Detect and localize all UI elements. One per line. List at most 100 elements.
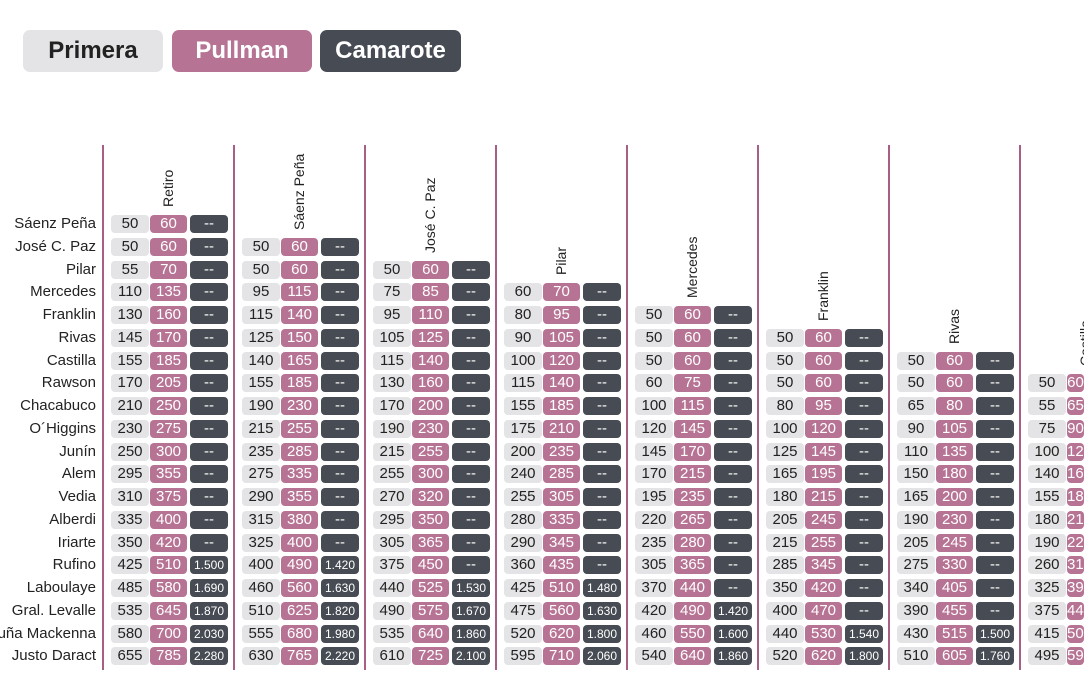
- fare-pullman: 355: [150, 465, 187, 484]
- station-label: Alberdi: [49, 510, 96, 528]
- fare-primera: 630: [242, 647, 280, 666]
- fare-primera: 510: [897, 647, 935, 666]
- fare-pullman: 310: [1067, 556, 1084, 575]
- fare-camarote: 1.420: [714, 601, 752, 620]
- fare-camarote: --: [976, 556, 1014, 575]
- fare-pullman: 95: [543, 306, 580, 324]
- fare-primera: 140: [1028, 465, 1066, 484]
- fare-camarote: --: [452, 306, 490, 324]
- fare-primera: 215: [373, 442, 411, 461]
- fare-camarote: --: [714, 306, 752, 324]
- fare-primera: 415: [1028, 624, 1066, 643]
- station-label: Iriarte: [57, 533, 96, 551]
- fare-pullman: 350: [412, 510, 449, 529]
- fare-camarote: --: [714, 419, 752, 438]
- fare-pullman: 490: [674, 601, 711, 620]
- fare-pullman: 140: [543, 374, 580, 393]
- fare-pullman: 640: [412, 624, 449, 643]
- fare-pullman: 185: [150, 351, 187, 370]
- fare-pullman: 335: [281, 465, 318, 484]
- fare-pullman: 120: [805, 419, 842, 438]
- fare-primera: 75: [373, 283, 411, 302]
- fare-camarote: --: [583, 374, 621, 393]
- fare-primera: 610: [373, 647, 411, 666]
- fare-primera: 290: [504, 533, 542, 552]
- fare-pullman: 560: [281, 579, 318, 597]
- fare-primera: 220: [635, 510, 673, 529]
- fare-pullman: 285: [281, 442, 318, 461]
- legend-pullman-button[interactable]: Pullman: [172, 30, 312, 72]
- fare-pullman: 305: [543, 488, 580, 506]
- fare-pullman: 115: [674, 397, 711, 415]
- fare-pullman: 235: [674, 488, 711, 506]
- station-label: Rawson: [41, 374, 96, 392]
- fare-camarote: --: [583, 556, 621, 575]
- fare-pullman: 60: [674, 351, 711, 370]
- fare-pullman: 550: [674, 624, 711, 643]
- fare-primera: 205: [766, 510, 804, 529]
- station-label: Vedia: [58, 488, 96, 505]
- fare-primera: 150: [897, 465, 935, 484]
- fare-primera: 520: [504, 624, 542, 643]
- fare-primera: 215: [242, 419, 280, 438]
- fare-camarote: --: [583, 419, 621, 438]
- fare-primera: 145: [635, 442, 673, 461]
- fare-camarote: --: [190, 442, 228, 461]
- fare-pullman: 205: [150, 374, 187, 393]
- fare-camarote: 1.630: [321, 579, 359, 597]
- column-divider: [757, 145, 759, 670]
- fare-primera: 425: [111, 556, 149, 575]
- fare-camarote: --: [321, 237, 359, 256]
- fare-primera: 50: [242, 260, 280, 279]
- legend-camarote-button[interactable]: Camarote: [320, 30, 461, 72]
- fare-primera: 95: [373, 306, 411, 324]
- column-title: Franklin: [815, 270, 831, 321]
- fare-primera: 105: [373, 328, 411, 347]
- fare-primera: 50: [635, 351, 673, 370]
- fare-camarote: --: [190, 397, 228, 415]
- fare-primera: 75: [1028, 419, 1066, 438]
- fare-pullman: 105: [543, 328, 580, 347]
- fare-pullman: 345: [805, 556, 842, 575]
- fare-camarote: 1.600: [714, 624, 752, 643]
- fare-primera: 215: [766, 533, 804, 552]
- fare-pullman: 500: [1067, 624, 1084, 643]
- fare-pullman: 515: [936, 624, 973, 643]
- fare-pullman: 285: [543, 465, 580, 484]
- fare-pullman: 185: [281, 374, 318, 393]
- column-title: Mercedes: [684, 236, 700, 298]
- fare-primera: 125: [766, 442, 804, 461]
- fare-pullman: 80: [936, 397, 973, 415]
- fare-camarote: 2.220: [321, 647, 359, 666]
- fare-camarote: --: [845, 556, 883, 575]
- fare-pullman: 105: [936, 419, 973, 438]
- fare-pullman: 225: [1067, 533, 1084, 552]
- fare-primera: 190: [373, 419, 411, 438]
- column-divider: [1019, 145, 1021, 670]
- fare-pullman: 60: [412, 260, 449, 279]
- fare-primera: 115: [373, 351, 411, 370]
- fare-pullman: 70: [150, 260, 187, 279]
- fare-primera: 205: [897, 533, 935, 552]
- fare-camarote: 1.860: [714, 647, 752, 666]
- fare-pullman: 195: [805, 465, 842, 484]
- fare-primera: 375: [373, 556, 411, 575]
- fare-pullman: 300: [412, 465, 449, 484]
- legend-primera-button[interactable]: Primera: [23, 30, 163, 72]
- fare-camarote: --: [452, 260, 490, 279]
- fare-pullman: 275: [150, 419, 187, 438]
- fare-pullman: 230: [281, 397, 318, 415]
- fare-pullman: 620: [543, 624, 580, 643]
- fare-primera: 55: [111, 260, 149, 279]
- fare-pullman: 235: [543, 442, 580, 461]
- fare-camarote: --: [714, 374, 752, 393]
- fare-primera: 110: [111, 283, 149, 302]
- fare-camarote: --: [845, 533, 883, 552]
- fare-primera: 165: [897, 488, 935, 506]
- fare-primera: 540: [635, 647, 673, 666]
- fare-pullman: 560: [543, 601, 580, 620]
- column-divider: [495, 145, 497, 670]
- fare-pullman: 640: [674, 647, 711, 666]
- fare-primera: 155: [242, 374, 280, 393]
- fare-camarote: 1.420: [321, 556, 359, 575]
